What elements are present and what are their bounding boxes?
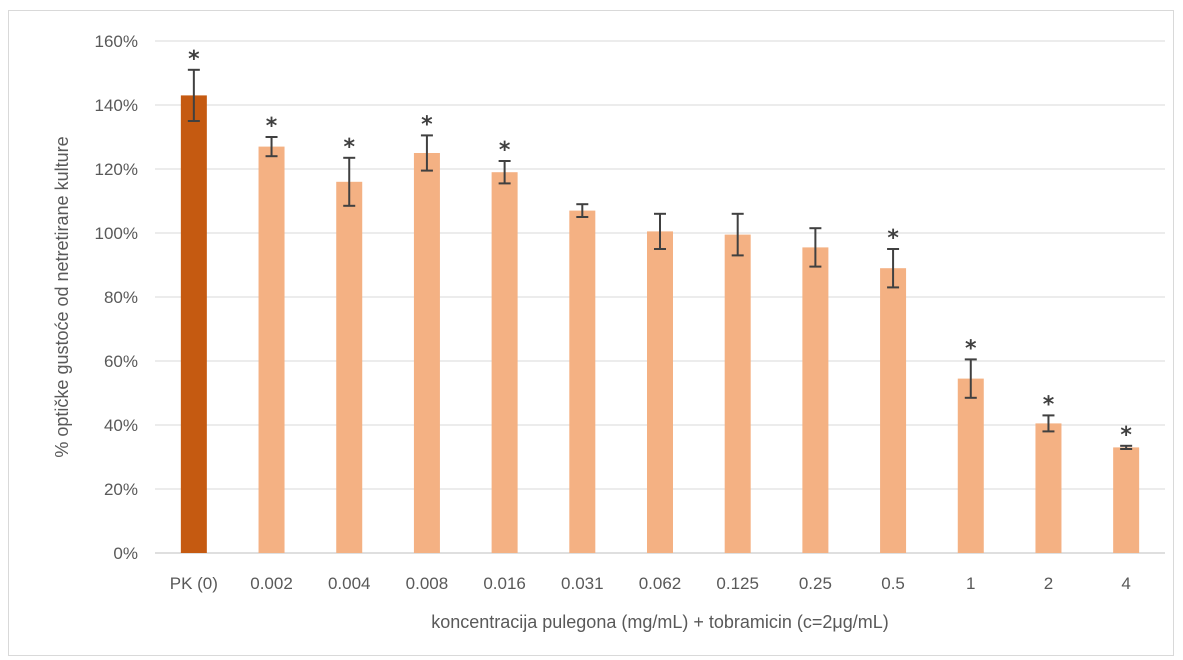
y-tick-label: 0%: [113, 544, 138, 563]
significance-star: *: [499, 138, 511, 163]
x-tick-label: 0.25: [799, 574, 832, 593]
x-tick-label: 0.5: [881, 574, 905, 593]
bar: [180, 95, 207, 554]
bar: [802, 247, 829, 553]
y-axis-title: % optičke gustoće od netretirane kulture: [52, 136, 72, 457]
significance-star: *: [343, 135, 355, 160]
x-tick-label: 0.062: [639, 574, 682, 593]
bar: [491, 172, 518, 553]
x-tick-label: 0.002: [250, 574, 293, 593]
significance-star: *: [421, 112, 433, 137]
bar: [647, 231, 673, 553]
y-tick-label: 160%: [95, 32, 138, 51]
y-tick-label: 100%: [95, 224, 138, 243]
x-tick-label: 1: [966, 574, 975, 593]
bar: [258, 146, 285, 553]
significance-star: *: [965, 336, 977, 361]
x-tick-label: PK (0): [170, 574, 218, 593]
significance-star: *: [887, 226, 899, 251]
bar: [569, 210, 596, 553]
y-tick-label: 40%: [104, 416, 138, 435]
y-tick-label: 20%: [104, 480, 138, 499]
bar: [880, 268, 907, 553]
bar: [957, 378, 984, 553]
y-tick-label: 80%: [104, 288, 138, 307]
x-tick-label: 0.125: [716, 574, 759, 593]
y-tick-label: 140%: [95, 96, 138, 115]
y-tick-label: 60%: [104, 352, 138, 371]
y-tick-label: 120%: [95, 160, 138, 179]
bar: [724, 234, 751, 553]
tick-labels: 0% 20% 40% 60% 80% 100% 120% 140% 160% PK (0) 0.00…: [95, 32, 1131, 593]
x-tick-label: 0.016: [483, 574, 526, 593]
bar: [1113, 447, 1140, 553]
x-tick-label: 4: [1121, 574, 1130, 593]
bar: [336, 181, 363, 554]
x-tick-label: 2: [1044, 574, 1053, 593]
x-axis-title: koncentracija pulegona (mg/mL) + tobrami…: [431, 612, 889, 632]
x-tick-label: 0.008: [406, 574, 449, 593]
bar: [413, 153, 440, 553]
error-bars: [187, 68, 1133, 450]
significance-star: *: [266, 114, 278, 139]
bars: [180, 95, 1140, 554]
significance-markers: * * * * * * * * *: [188, 47, 1132, 448]
x-tick-label: 0.004: [328, 574, 371, 593]
x-tick-label: 0.031: [561, 574, 604, 593]
significance-star: *: [188, 47, 200, 72]
significance-star: *: [1120, 423, 1132, 448]
significance-star: *: [1043, 392, 1055, 417]
bar: [1035, 423, 1062, 553]
